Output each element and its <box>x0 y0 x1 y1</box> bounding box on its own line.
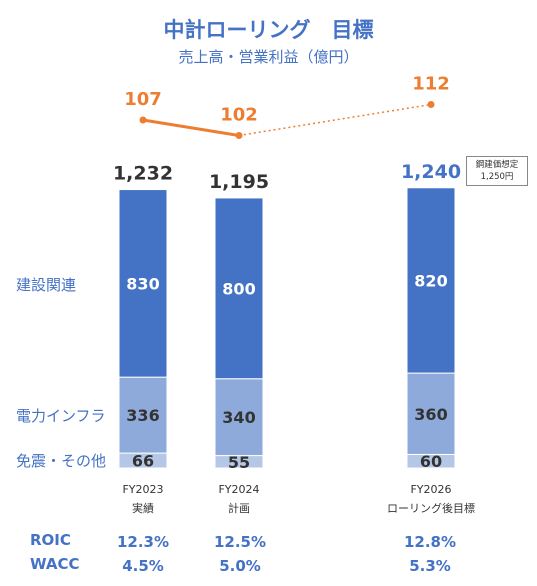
roic-fy2023: 12.3% <box>116 533 170 551</box>
bar-value-power-0: 336 <box>126 406 159 425</box>
profit-label-2: 112 <box>412 74 450 95</box>
wacc-fy2024: 5.0% <box>219 557 261 575</box>
roic-fy2026: 12.8% <box>403 533 457 551</box>
total-label-0: 1,232 <box>113 163 173 185</box>
total-label-1: 1,195 <box>209 171 269 193</box>
x-tick-sub-label-0: 実績 <box>132 501 154 515</box>
profit-line-solid <box>142 118 240 137</box>
wacc-label: WACC <box>30 555 80 573</box>
x-tick-sub-label-1: 計画 <box>228 501 250 515</box>
bar-value-construction-1: 800 <box>222 279 255 298</box>
segment-label-construction: 建設関連 <box>16 276 77 294</box>
bar-power-0 <box>118 376 168 454</box>
x-tick-label-1: FY2024 <box>218 483 259 496</box>
profit-point-0 <box>139 116 147 124</box>
steel-price-note: 鋼建価想定 1,250円 <box>466 156 528 186</box>
profit-point-1 <box>235 132 243 139</box>
chart-title: 中計ローリング 目標 <box>163 18 374 42</box>
x-tick-sub-label-2: ローリング後目標 <box>387 501 475 515</box>
note-line-1: 鋼建価想定 <box>475 160 519 170</box>
profit-label-1: 102 <box>220 105 258 126</box>
wacc-fy2026: 5.3% <box>409 557 451 575</box>
bar-value-construction-2: 820 <box>414 271 447 290</box>
note-line-2: 1,250円 <box>480 172 514 182</box>
total-label-2: 1,240 <box>401 161 461 183</box>
chart-subtitle: 売上高・営業利益（億円） <box>178 48 359 66</box>
roic-fy2024: 12.5% <box>213 533 267 551</box>
bar-construction-2 <box>406 187 456 374</box>
bar-value-other-2: 60 <box>420 452 442 471</box>
bar-value-power-2: 360 <box>414 405 447 424</box>
wacc-fy2023: 4.5% <box>122 557 164 575</box>
profit-point-2 <box>427 101 435 108</box>
x-tick-label-0: FY2023 <box>122 483 163 496</box>
bar-construction-0 <box>118 189 168 378</box>
roic-label: ROIC <box>30 531 71 549</box>
profit-label-0: 107 <box>124 89 162 110</box>
segment-label-power: 電力インフラ <box>16 407 106 425</box>
bar-value-power-1: 340 <box>222 408 255 427</box>
segment-label-other: 免震・その他 <box>16 452 107 470</box>
bar-power-1 <box>214 378 264 457</box>
bar-value-other-0: 66 <box>132 452 154 471</box>
x-tick-label-2: FY2026 <box>410 483 451 496</box>
bar-value-construction-0: 830 <box>126 274 159 293</box>
bar-value-other-1: 55 <box>228 453 250 472</box>
profit-line-dotted <box>238 103 432 137</box>
bar-construction-1 <box>214 197 264 380</box>
